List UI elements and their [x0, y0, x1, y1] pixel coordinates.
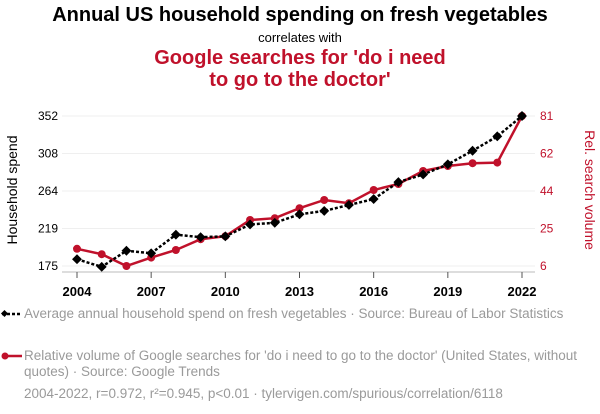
spend-point: [245, 219, 256, 230]
spend-point: [294, 209, 305, 220]
y-tick-label: 352: [38, 109, 58, 123]
y-tick-label: 219: [38, 222, 58, 236]
spend-point: [467, 145, 478, 156]
x-tick-label: 2007: [137, 284, 166, 299]
spend-point: [72, 254, 82, 265]
search-point: [320, 196, 329, 204]
spend-point: [393, 177, 404, 188]
search-point: [73, 244, 81, 253]
x-tick-label: 2010: [211, 284, 240, 299]
search-point: [295, 204, 304, 213]
spend-point: [269, 217, 280, 228]
search-point: [122, 262, 131, 270]
spend-point: [121, 245, 132, 256]
spend-point: [492, 131, 503, 142]
spend-point: [442, 159, 453, 170]
y2-tick-label: 6: [540, 259, 547, 273]
x-tick-label: 2004: [63, 284, 93, 299]
legend-label-search: Relative volume of Google searches for '…: [24, 348, 577, 379]
x-tick-label: 2013: [285, 284, 314, 299]
y2-tick-label: 25: [540, 222, 554, 236]
legend-item-spend: Average annual household spend on fresh …: [0, 306, 584, 322]
spend-point: [343, 200, 354, 210]
y-tick-label: 264: [38, 184, 58, 198]
legend-label-spend: Average annual household spend on fresh …: [24, 306, 564, 321]
x-tick-label: 2019: [433, 284, 462, 299]
y-axis-label: Household spend: [4, 136, 20, 245]
legend-marker-spend: [0, 309, 22, 318]
search-point: [468, 159, 477, 168]
spend-point: [220, 231, 231, 242]
chart-subtitle: correlates with: [258, 30, 342, 45]
chart-title: Annual US household spending on fresh ve…: [52, 4, 548, 26]
y2-tick-label: 62: [540, 147, 554, 161]
spend-point: [418, 169, 429, 180]
y2-axis-label: Rel. search volume: [582, 130, 598, 250]
y2-tick-label: 81: [540, 109, 554, 123]
legend-item-search: Relative volume of Google searches for '…: [1, 348, 584, 380]
y-tick-label: 175: [38, 259, 58, 273]
footer-stats: 2004-2022, r=0.972, r²=0.945, p<0.01 · t…: [24, 386, 503, 401]
search-point: [369, 186, 378, 194]
search-point: [97, 250, 106, 259]
legend-marker-search: [1, 352, 22, 360]
y2-tick-label: 44: [540, 184, 554, 198]
y-tick-label: 308: [38, 147, 58, 161]
search-point: [493, 158, 502, 167]
spend-point: [195, 232, 206, 243]
chart-title-2: Google searches for 'do i need to go to …: [154, 47, 446, 91]
spend-point: [368, 194, 379, 205]
x-tick-label: 2022: [508, 284, 537, 299]
spend-point: [170, 229, 181, 240]
search-point: [171, 246, 180, 254]
spend-point: [319, 205, 330, 216]
x-tick-label: 2016: [359, 284, 388, 299]
spend-point: [146, 248, 157, 259]
spend-point: [517, 111, 527, 121]
